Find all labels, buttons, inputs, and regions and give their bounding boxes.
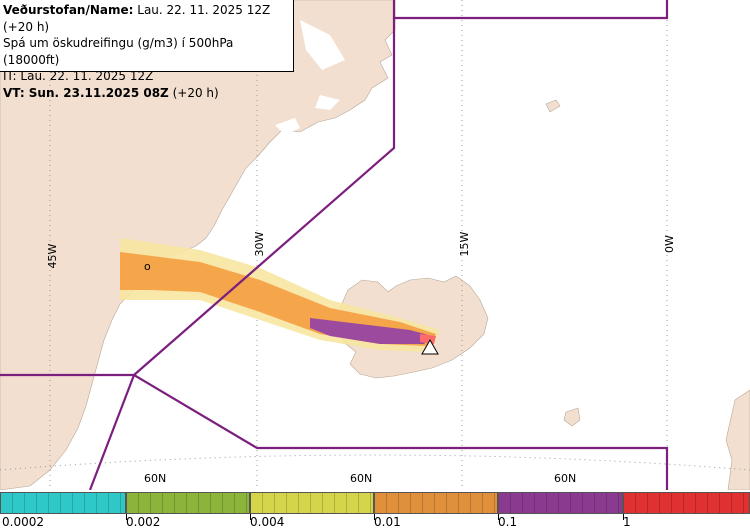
concentration-legend: 0.0002 0.002 0.004 0.01 0.1 1 <box>0 490 750 532</box>
graticule <box>0 0 750 490</box>
map-canvas[interactable]: o 45W 30W 15W 0W 60N 60N 60N <box>0 0 750 490</box>
legend-swatch-red <box>623 492 750 514</box>
parallel-label-60n: 60N <box>144 472 166 485</box>
forecast-info-box: Veðurstofan/Name: Lau. 22. 11. 2025 12Z … <box>0 0 294 100</box>
meridian-label-0w: 0W <box>663 235 676 253</box>
legend-swatch-orange <box>374 492 498 514</box>
valid-time-line: VT: Sun. 23.11.2025 08Z (+20 h) <box>3 85 293 102</box>
volcano-icon[interactable] <box>421 338 439 355</box>
meridian-label-15w: 15W <box>458 231 471 256</box>
valid-time-label: VT: Sun. 23.11.2025 08Z <box>3 85 169 100</box>
legend-label-1: 1 <box>623 515 631 529</box>
meridian-label-45w: 45W <box>46 243 59 268</box>
legend-label-0-002: 0.002 <box>126 515 161 529</box>
fir-boundary <box>0 0 669 490</box>
source-marker-label: o <box>144 260 151 273</box>
legend-swatch-cyan <box>0 492 126 514</box>
issuer-line: Veðurstofan/Name: Lau. 22. 11. 2025 12Z … <box>3 2 293 35</box>
legend-label-0-1: 0.1 <box>498 515 518 529</box>
scandinavia-landmass <box>725 389 750 490</box>
legend-label-0-0002: 0.0002 <box>2 515 44 529</box>
fjord <box>300 20 345 70</box>
faroe-islands <box>563 407 581 427</box>
issue-time: IT: Lau. 22. 11. 2025 12Z <box>3 69 154 83</box>
parallel-label-60n: 60N <box>554 472 576 485</box>
valid-time-offset: (+20 h) <box>172 85 219 100</box>
issuer-value: Lau. 22. 11. 2025 12Z (+20 h) <box>3 3 271 34</box>
legend-swatch-green <box>126 492 250 514</box>
fjord <box>275 118 300 135</box>
issuer-label: Veðurstofan/Name: <box>3 3 134 17</box>
legend-tick <box>498 514 499 520</box>
meridian-label-30w: 30W <box>253 231 266 256</box>
jan-mayen-island <box>545 99 561 113</box>
parallel-label-60n: 60N <box>350 472 372 485</box>
legend-swatch-yellow <box>250 492 374 514</box>
legend-tick <box>374 514 375 520</box>
fjord <box>315 95 340 110</box>
legend-label-0-01: 0.01 <box>374 515 401 529</box>
ash-plume <box>120 238 440 352</box>
legend-swatch-purple <box>498 492 623 514</box>
legend-tick <box>126 514 127 520</box>
legend-label-0-004: 0.004 <box>250 515 285 529</box>
product-description: Spá um öskudreifingu (g/m3) í 500hPa (18… <box>3 36 234 67</box>
legend-tick <box>250 514 251 520</box>
legend-tick <box>623 514 624 520</box>
